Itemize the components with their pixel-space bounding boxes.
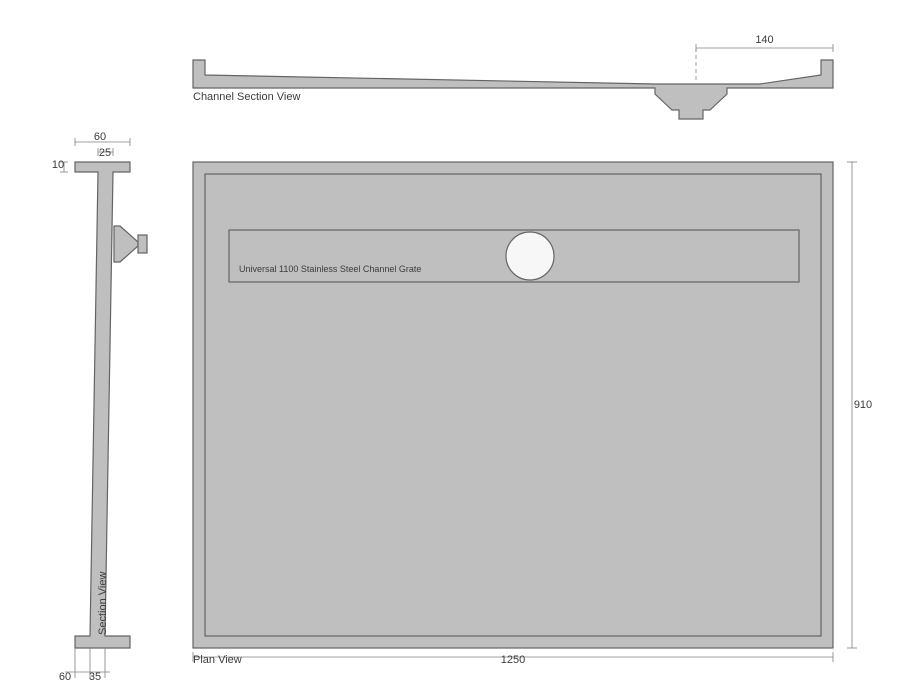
dim-910-text: 910 (854, 399, 872, 411)
dim-60-bot-text: 60 (59, 671, 71, 683)
drain-circle (506, 232, 554, 280)
dim-35-text: 35 (89, 671, 101, 683)
section-view-label: Section View (97, 572, 109, 635)
dim-60-top-text: 60 (94, 131, 106, 143)
dim-25-text: 25 (99, 147, 111, 159)
dim-140-text: 140 (755, 34, 773, 46)
section-drain-trap (114, 226, 138, 262)
dim-10-text: 10 (52, 159, 64, 171)
drawing-svg: 140 Channel Section View Universal 1100 St… (0, 0, 906, 696)
channel-section-profile (193, 60, 833, 119)
section-drain-neck (138, 235, 147, 253)
channel-grate-label: Universal 1100 Stainless Steel Channel G… (239, 264, 421, 274)
dim-1250-text: 1250 (501, 654, 525, 666)
plan-view-label: Plan View (193, 654, 242, 666)
drawing-canvas: 140 Channel Section View Universal 1100 St… (0, 0, 906, 696)
channel-section-label: Channel Section View (193, 91, 300, 103)
